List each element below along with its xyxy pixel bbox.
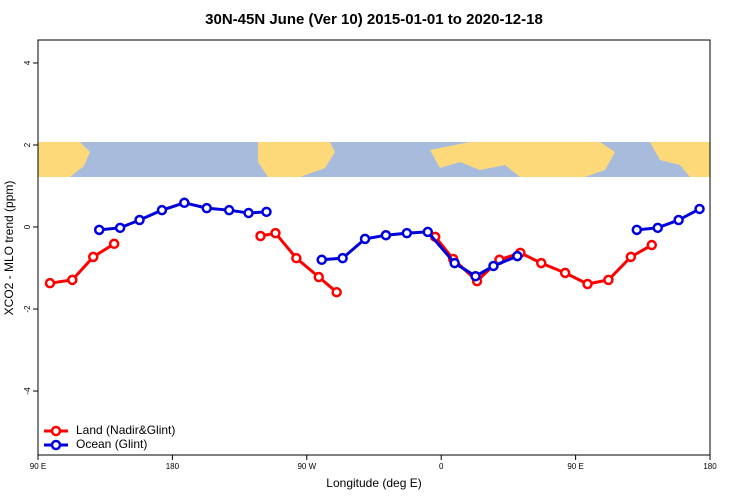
point (652, 222, 663, 234)
plot-frame (37, 39, 711, 456)
point (156, 204, 168, 216)
point (67, 274, 78, 286)
series-line (99, 201, 701, 278)
x-axis-label: Longitude (deg E) (326, 476, 421, 490)
point (201, 202, 212, 214)
point (313, 271, 324, 283)
point (536, 257, 547, 269)
y-axis-label: XCO2 - MLO trend (ppm) (2, 181, 16, 316)
point (88, 251, 99, 263)
chart-title: 30N-45N June (Ver 10) 2015-01-01 to 2020… (205, 11, 543, 28)
y-tick-label: -4 (23, 387, 32, 395)
point (337, 252, 348, 264)
point (44, 277, 56, 289)
point (559, 267, 571, 279)
point (631, 224, 643, 236)
point (625, 251, 637, 263)
legend-marker (50, 439, 62, 451)
point (449, 257, 460, 269)
point (223, 204, 235, 216)
point (270, 227, 281, 239)
point (380, 229, 392, 241)
point (582, 278, 593, 290)
point (646, 239, 658, 251)
x-tick-label: 90 W (297, 462, 316, 471)
point (316, 254, 327, 266)
map-band (38, 142, 710, 177)
point (134, 214, 145, 226)
x-tick-label: 180 (703, 462, 717, 471)
legend-label: Land (Nadir&Glint) (76, 423, 175, 437)
x-tick-label: 180 (166, 462, 180, 471)
point (108, 238, 120, 250)
point (488, 260, 499, 272)
y-tick-label: 4 (23, 60, 32, 65)
y-tick-label: -2 (23, 305, 32, 313)
point (261, 206, 272, 218)
point (291, 252, 302, 264)
point (694, 203, 705, 215)
y-tick-label: 2 (23, 142, 32, 147)
x-tick-label: 90 E (30, 462, 46, 471)
point (179, 197, 190, 209)
point (255, 230, 266, 242)
x-tick-label: 0 (439, 462, 444, 471)
point (512, 250, 523, 262)
point (114, 222, 126, 234)
point (331, 286, 342, 298)
point (359, 233, 371, 245)
legend-label: Ocean (Glint) (76, 437, 147, 451)
y-tick-label: 0 (23, 224, 32, 229)
series-line (49, 231, 653, 294)
point (243, 207, 254, 219)
point (401, 227, 413, 239)
x-tick-label: 90 E (567, 462, 583, 471)
point (470, 270, 481, 282)
point (93, 224, 105, 236)
legend-marker (50, 425, 62, 437)
point (603, 274, 614, 286)
point (422, 226, 434, 238)
point (673, 214, 684, 226)
